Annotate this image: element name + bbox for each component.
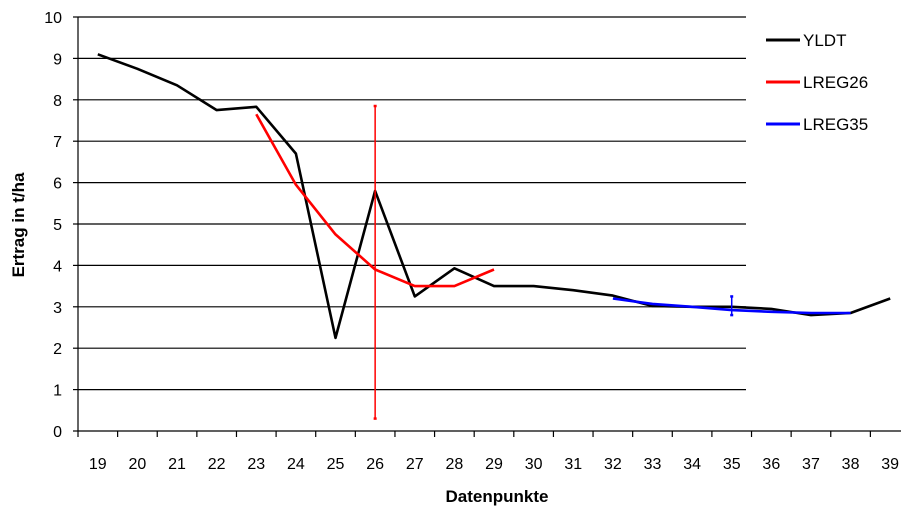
y-tick-label-5: 5 [53,217,62,234]
y-tick-label-0: 0 [53,424,62,441]
legend-item-lreg35: LREG35 [766,115,868,134]
y-tick-label-10: 10 [44,10,62,27]
legend: YLDT LREG26 LREG35 [766,31,868,134]
x-tick-label-35: 35 [723,456,741,473]
x-tick-label-39: 39 [881,456,899,473]
series-lines [97,53,891,340]
x-tick-label-27: 27 [406,456,424,473]
legend-item-yldt: YLDT [766,31,846,50]
y-tick-label-9: 9 [53,51,62,68]
x-tick-label-19: 19 [89,456,107,473]
y-axis-title: Ertrag in t/ha [9,172,28,277]
error-bars [373,104,734,420]
x-tick-label-26: 26 [366,456,384,473]
x-tick-label-31: 31 [564,456,582,473]
x-tick-label-21: 21 [168,456,186,473]
x-tick-label-30: 30 [525,456,543,473]
x-tick-label-32: 32 [604,456,622,473]
legend-label-yldt: YLDT [803,31,846,50]
y-tick-label-8: 8 [53,93,62,110]
y-tick-label-2: 2 [53,341,62,358]
y-tick-label-6: 6 [53,176,62,193]
x-tick-label-23: 23 [247,456,265,473]
axes [73,16,901,437]
x-tick-label-22: 22 [208,456,226,473]
gridlines [78,16,746,391]
x-tick-label-29: 29 [485,456,503,473]
x-tick-label-34: 34 [683,456,701,473]
legend-label-lreg35: LREG35 [803,115,868,134]
x-tick-label-37: 37 [802,456,820,473]
y-tick-label-3: 3 [53,300,62,317]
x-axis-title: Datenpunkte [446,487,549,506]
y-tick-label-1: 1 [53,383,62,400]
x-tick-label-36: 36 [762,456,780,473]
x-tick-label-28: 28 [445,456,463,473]
y-tick-label-4: 4 [53,258,62,275]
x-tick-label-20: 20 [129,456,147,473]
x-tick-label-24: 24 [287,456,305,473]
series-line-yldt [97,53,891,340]
legend-item-lreg26: LREG26 [766,73,868,92]
x-tick-label-25: 25 [327,456,345,473]
x-tick-label-38: 38 [842,456,860,473]
y-tick-label-7: 7 [53,134,62,151]
x-tick-label-33: 33 [644,456,662,473]
legend-label-lreg26: LREG26 [803,73,868,92]
